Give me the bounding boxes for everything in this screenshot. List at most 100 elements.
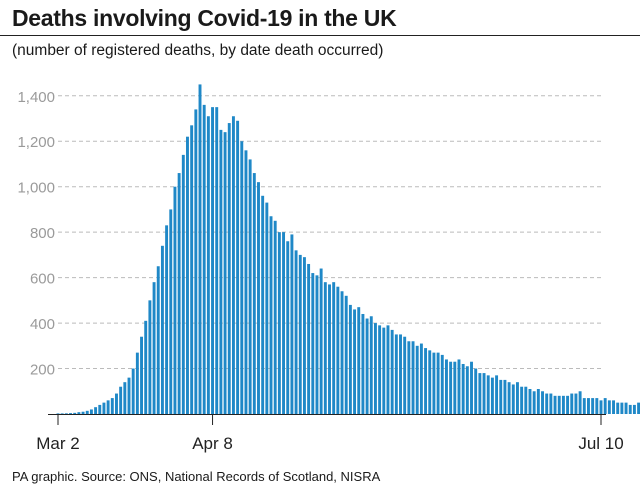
bar bbox=[382, 327, 386, 414]
bar bbox=[436, 352, 440, 414]
bar bbox=[453, 361, 457, 414]
bar bbox=[440, 354, 444, 414]
bar bbox=[202, 104, 206, 415]
y-tick-label: 600 bbox=[30, 271, 55, 288]
bar bbox=[511, 384, 515, 414]
bar bbox=[465, 366, 469, 414]
bar bbox=[495, 375, 499, 414]
chart-subtitle: (number of registered deaths, by date de… bbox=[12, 42, 384, 59]
bar bbox=[399, 334, 402, 414]
y-tick-label: 800 bbox=[30, 225, 55, 242]
bar bbox=[298, 254, 302, 414]
bar bbox=[211, 107, 214, 414]
bar bbox=[69, 413, 72, 414]
bar bbox=[106, 400, 110, 414]
bar bbox=[461, 363, 465, 414]
bar bbox=[365, 318, 369, 414]
bar bbox=[524, 386, 528, 414]
bar bbox=[98, 404, 102, 414]
bar bbox=[419, 343, 423, 414]
bar bbox=[73, 412, 77, 414]
bar bbox=[578, 391, 582, 414]
x-tick-label: Mar 2 bbox=[36, 434, 79, 453]
bar bbox=[135, 352, 139, 414]
bar bbox=[353, 309, 357, 414]
bar bbox=[373, 323, 377, 414]
bar bbox=[632, 404, 636, 414]
bar bbox=[457, 359, 461, 414]
bar bbox=[110, 398, 114, 414]
bar bbox=[165, 225, 169, 414]
bar bbox=[361, 313, 365, 414]
bar bbox=[490, 377, 494, 414]
bar bbox=[595, 398, 599, 414]
bar bbox=[394, 334, 398, 414]
bar bbox=[557, 395, 561, 414]
bar bbox=[566, 395, 570, 414]
bar bbox=[369, 316, 373, 414]
bar bbox=[336, 286, 340, 414]
bar bbox=[378, 325, 382, 414]
bar bbox=[603, 398, 607, 414]
title-divider bbox=[0, 35, 640, 36]
bar bbox=[340, 291, 344, 414]
bar bbox=[411, 341, 415, 414]
bar bbox=[520, 386, 524, 414]
y-tick-label: 1,400 bbox=[17, 89, 55, 106]
bar bbox=[403, 336, 407, 414]
bar bbox=[160, 245, 164, 414]
bar bbox=[587, 398, 590, 414]
y-tick-label: 1,000 bbox=[17, 180, 55, 197]
bar bbox=[89, 409, 93, 414]
bar bbox=[302, 257, 306, 414]
bar bbox=[144, 320, 148, 414]
bar bbox=[574, 393, 578, 414]
bar bbox=[131, 368, 135, 414]
bar bbox=[478, 373, 482, 414]
bar bbox=[553, 395, 557, 414]
bar bbox=[507, 382, 511, 414]
bar bbox=[482, 373, 486, 414]
bar bbox=[474, 368, 478, 414]
bar bbox=[186, 136, 189, 414]
bar bbox=[432, 352, 436, 414]
bar bbox=[616, 402, 620, 414]
bar bbox=[532, 391, 536, 414]
bar bbox=[599, 400, 603, 414]
source-note: PA graphic. Source: ONS, National Record… bbox=[12, 469, 381, 484]
bar bbox=[545, 393, 549, 414]
bar bbox=[286, 241, 290, 414]
bar bbox=[294, 250, 298, 414]
bar bbox=[386, 325, 390, 414]
x-tick-label: Jul 10 bbox=[578, 434, 623, 453]
bar bbox=[94, 407, 98, 414]
bar bbox=[591, 398, 595, 414]
bar bbox=[428, 350, 432, 414]
bar bbox=[290, 234, 294, 414]
bar bbox=[444, 359, 448, 414]
bar bbox=[206, 116, 210, 415]
bar bbox=[561, 395, 565, 414]
bar bbox=[227, 123, 231, 414]
bar bbox=[223, 132, 227, 414]
bar bbox=[60, 413, 64, 414]
bar bbox=[570, 393, 574, 414]
bar bbox=[357, 307, 361, 414]
bar bbox=[181, 154, 185, 414]
bar bbox=[269, 216, 273, 414]
bar bbox=[219, 129, 223, 415]
bar bbox=[152, 282, 156, 414]
bar bbox=[607, 400, 611, 414]
bar bbox=[177, 173, 181, 414]
bar bbox=[612, 400, 615, 414]
bar bbox=[236, 120, 240, 414]
bar bbox=[407, 341, 411, 414]
bar bbox=[56, 413, 60, 414]
bar bbox=[257, 182, 260, 414]
bar bbox=[173, 186, 177, 414]
bar bbox=[470, 361, 473, 414]
x-tick-label: Apr 8 bbox=[192, 434, 233, 453]
chart-title: Deaths involving Covid-19 in the UK bbox=[12, 5, 397, 31]
bar bbox=[169, 209, 173, 414]
bar bbox=[499, 379, 503, 414]
